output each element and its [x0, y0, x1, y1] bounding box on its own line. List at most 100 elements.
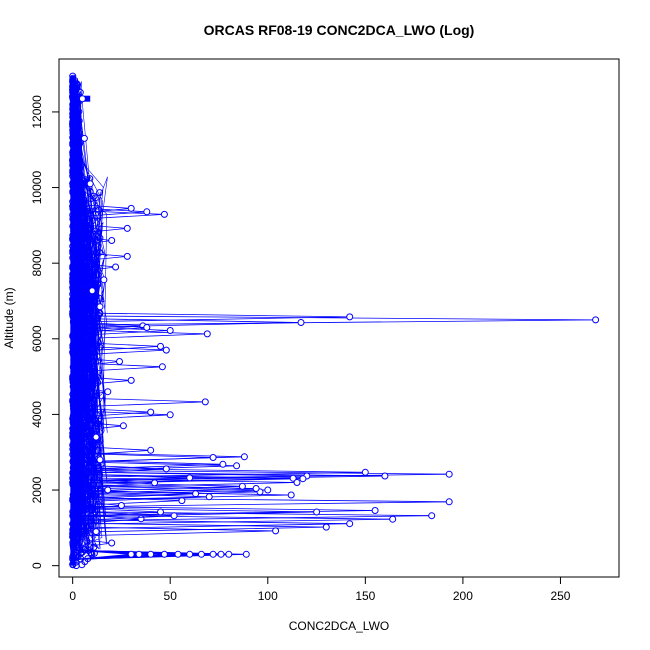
series-line-segment — [75, 214, 165, 220]
dense-data-point — [71, 198, 79, 206]
series-line-segment — [75, 346, 161, 352]
series-line-segment — [75, 397, 206, 403]
data-point — [100, 276, 108, 284]
series-line-segment — [75, 538, 112, 544]
dense-data-point — [69, 278, 77, 286]
dense-data-point — [69, 497, 77, 504]
data-point — [201, 398, 209, 406]
dense-data-point — [69, 332, 77, 340]
series-line-segment — [75, 492, 210, 498]
series-line-segment — [75, 401, 206, 408]
dense-data-point — [69, 169, 77, 176]
dense-data-point — [73, 374, 81, 382]
dense-data-point — [69, 72, 77, 80]
series-line-segment — [75, 410, 171, 416]
data-point — [428, 512, 436, 520]
series-line-segment — [75, 530, 276, 537]
dense-data-point — [78, 367, 86, 375]
dense-data-point — [70, 166, 78, 173]
dense-data-point — [70, 193, 78, 201]
series-line-segment — [75, 321, 143, 327]
series-line-segment — [75, 387, 108, 393]
dense-data-point — [69, 151, 77, 159]
y-tick-label: 4000 — [30, 401, 44, 428]
dense-data-point — [77, 208, 85, 215]
data-point — [147, 550, 155, 558]
dense-data-point — [89, 272, 97, 280]
dense-data-point — [71, 298, 79, 306]
data-point — [117, 502, 125, 509]
dense-data-point — [82, 399, 90, 407]
dense-data-point — [73, 361, 81, 369]
dense-data-point — [91, 194, 99, 202]
dense-data-point — [69, 235, 77, 243]
data-point — [166, 327, 174, 334]
series-line-segment — [75, 473, 190, 479]
series-line-segment — [75, 489, 108, 496]
chart-title: ORCAS RF08-19 CONC2DCA_LWO (Log) — [204, 22, 475, 38]
dense-data-point — [86, 188, 94, 195]
series-line-segment — [75, 366, 163, 373]
dense-data-point — [69, 363, 77, 371]
series-line-segment — [75, 478, 298, 483]
dense-cluster-row — [70, 222, 91, 229]
dense-data-point — [69, 275, 77, 283]
dense-data-point — [78, 561, 86, 569]
data-point — [137, 515, 145, 523]
data-point — [127, 376, 135, 384]
data-point — [203, 330, 211, 338]
series-line-segment — [75, 515, 432, 522]
dense-data-point — [88, 268, 96, 276]
data-point — [174, 550, 182, 558]
series-line-segment — [75, 496, 210, 503]
dense-data-point — [69, 147, 77, 155]
y-tick-label: 12000 — [30, 95, 44, 129]
data-point — [147, 446, 155, 454]
data-point — [160, 210, 168, 218]
series-line-segment — [75, 518, 142, 525]
series-line-segment — [75, 330, 171, 336]
data-point — [445, 498, 453, 506]
data-series — [75, 94, 600, 560]
dense-data-point — [87, 549, 95, 556]
dense-data-point — [84, 239, 91, 247]
dense-data-point — [69, 120, 77, 128]
data-point — [151, 479, 159, 487]
data-point — [162, 465, 170, 473]
dense-data-point — [70, 85, 78, 93]
series-line-segment — [75, 506, 376, 511]
dense-data-point — [69, 270, 77, 278]
dense-data-point — [70, 203, 78, 211]
dense-data-point — [94, 281, 102, 289]
dense-data-point — [95, 206, 103, 214]
y-axis-label: Altitude (m) — [2, 287, 16, 348]
dense-data-point — [81, 345, 89, 352]
series-line-segment — [75, 477, 190, 484]
series-line-segment — [75, 380, 132, 386]
data-point — [299, 475, 307, 483]
dense-data-point — [69, 341, 77, 349]
dense-data-point — [77, 269, 85, 277]
data-point — [158, 363, 166, 371]
dense-data-point — [69, 346, 77, 354]
dense-data-point — [89, 424, 97, 432]
dense-data-point — [87, 240, 95, 248]
series-line-segment — [75, 323, 147, 328]
dense-data-point — [69, 254, 77, 262]
dense-data-point — [71, 385, 79, 393]
series-line-segment — [75, 501, 122, 506]
dense-data-point — [72, 431, 79, 439]
series-line-segment — [75, 445, 151, 451]
series-line-segment — [75, 316, 350, 323]
series-line-segment — [75, 511, 161, 518]
series-line-segment — [75, 511, 317, 518]
dense-data-point — [69, 529, 77, 537]
series-line-segment — [75, 228, 128, 234]
data-point — [252, 485, 260, 492]
data-point — [127, 550, 135, 558]
dense-data-point — [74, 193, 82, 200]
dense-data-point — [69, 189, 77, 196]
dense-data-point — [69, 445, 77, 453]
series-line-segment — [75, 315, 596, 321]
dense-data-point — [73, 507, 81, 514]
